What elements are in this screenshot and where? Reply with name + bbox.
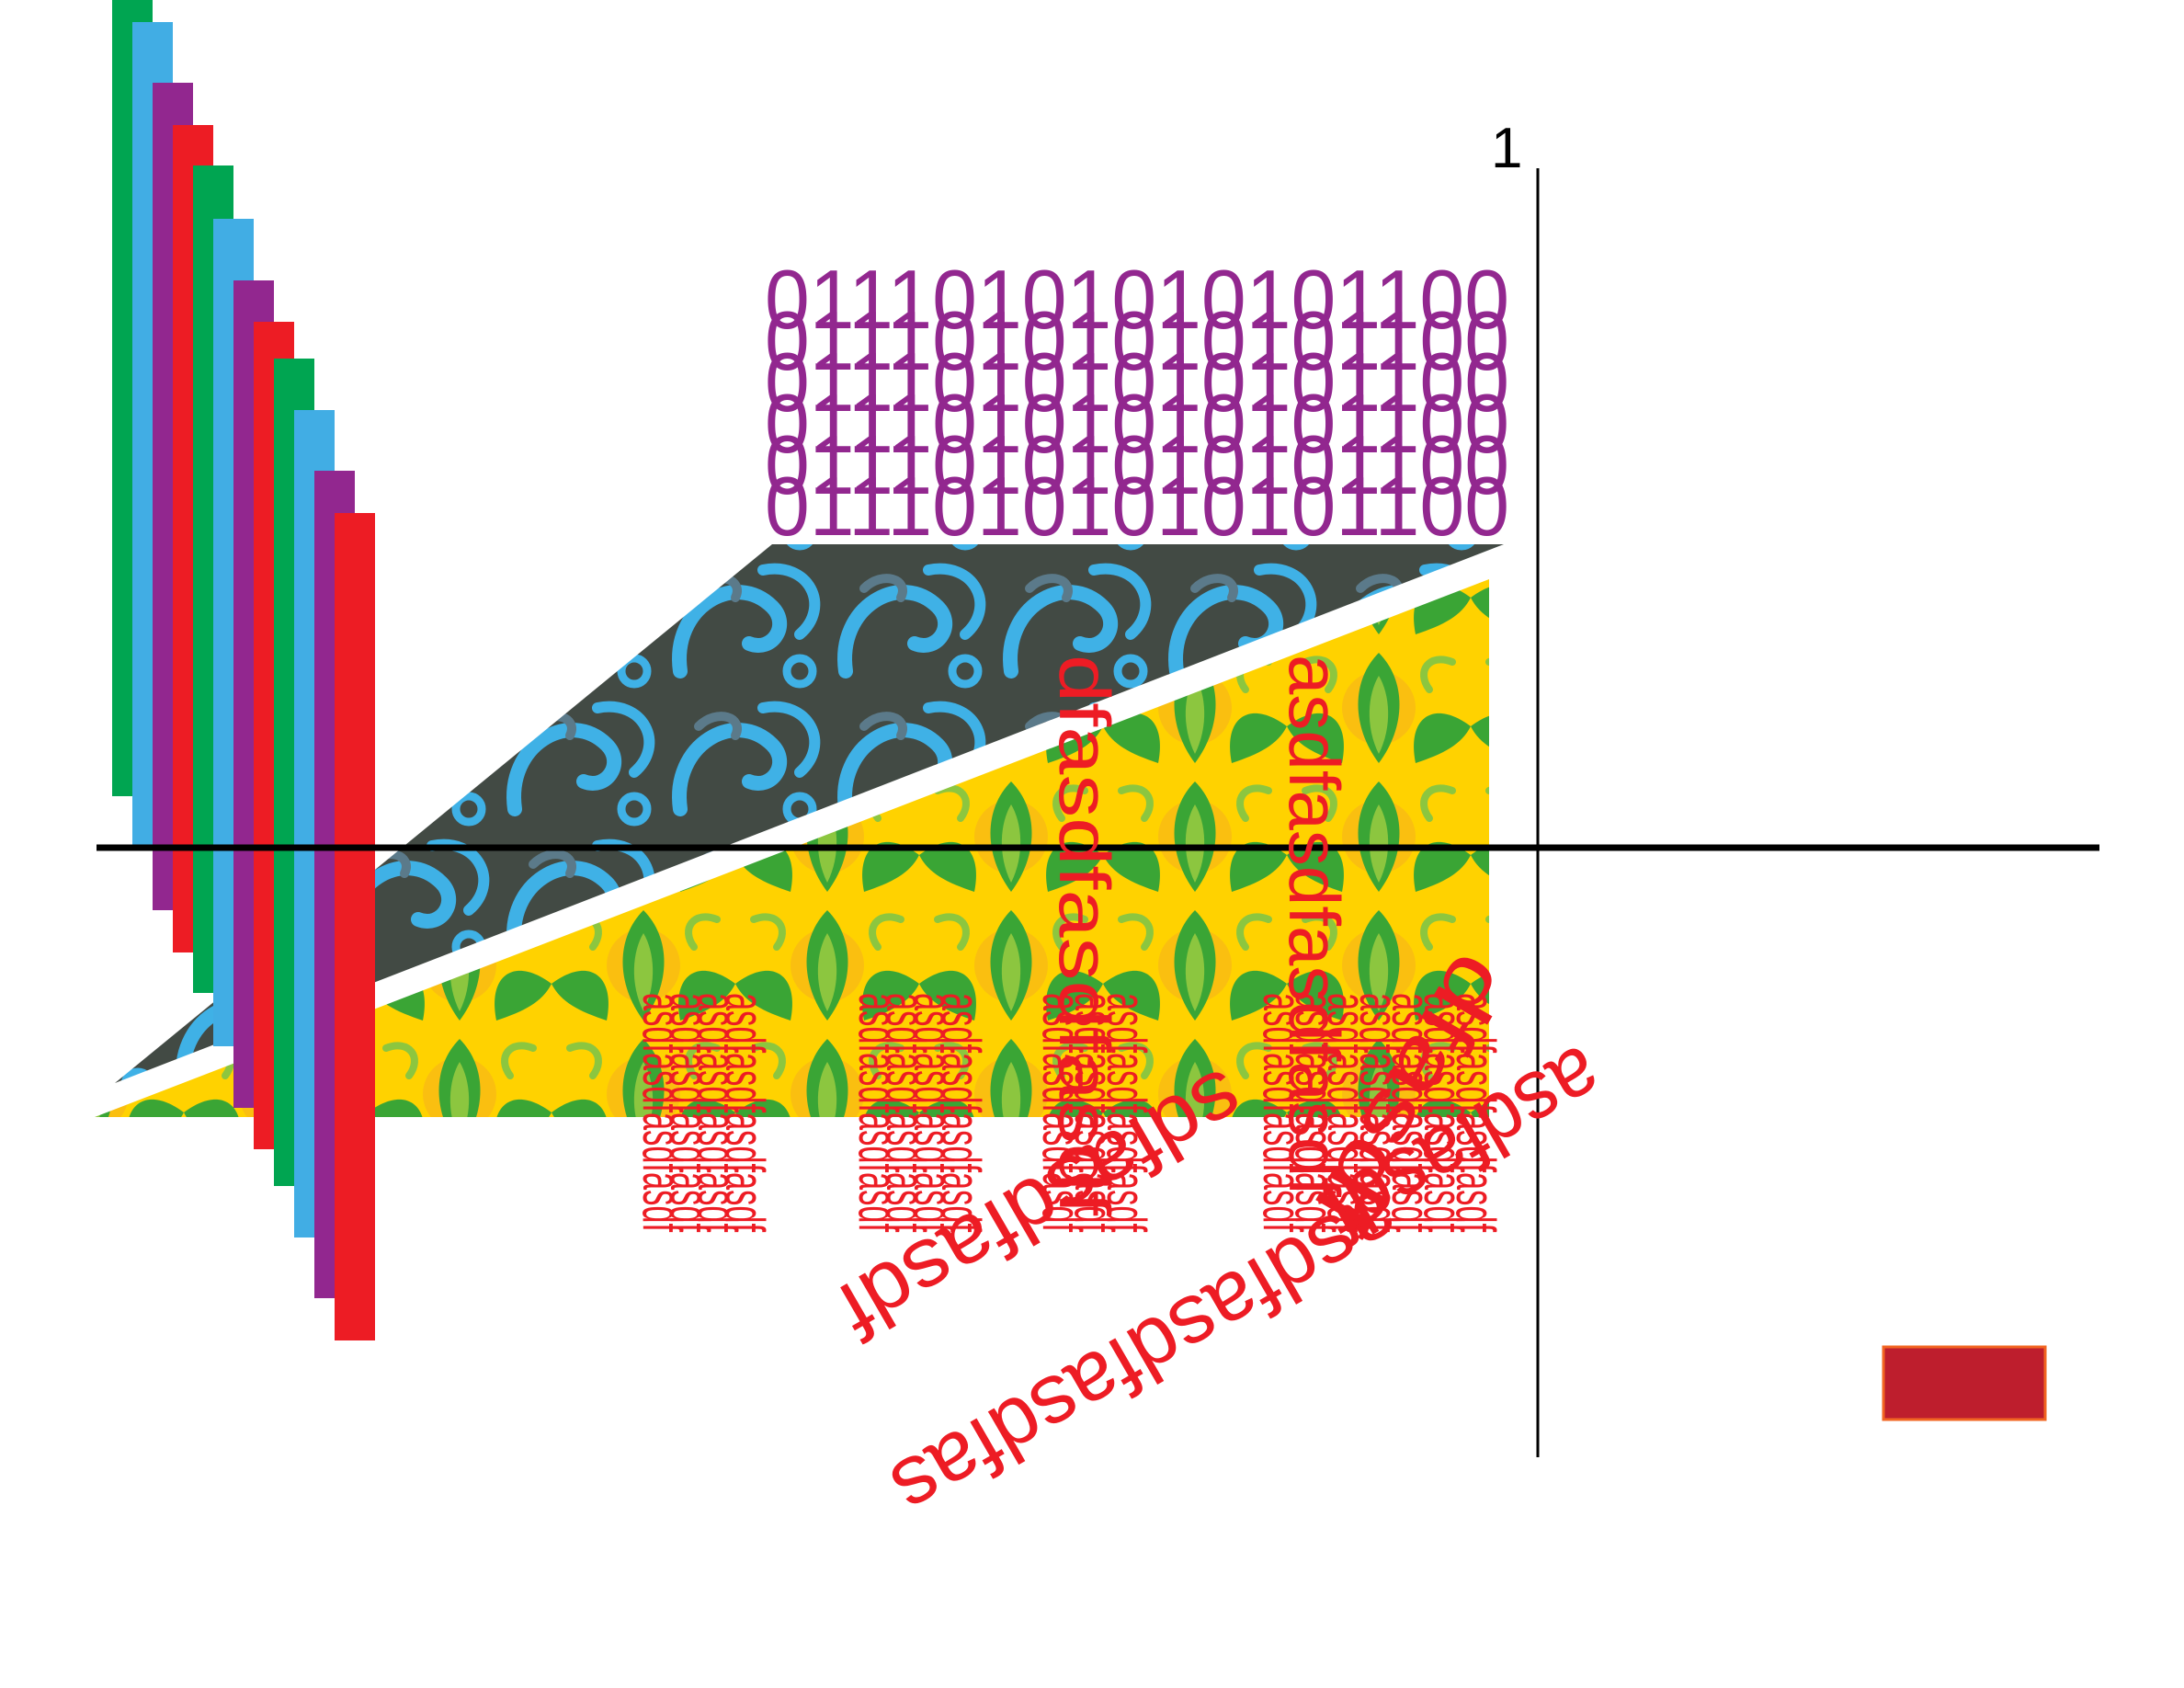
dense-col-b2: asdfasdfasdfasdf (875, 993, 937, 1232)
dense-col-c2: asdfasdfasdfasdf (1064, 993, 1125, 1232)
binary-line-4: 01110101010101100 (765, 376, 1509, 470)
binary-line-3: 01110101010101100 (765, 335, 1509, 428)
red-swatch-icon (1882, 1345, 2047, 1421)
stacked-bars (112, 0, 375, 1340)
dense-col-b4: asdfasdfasdfasdf (930, 993, 992, 1232)
axis-label: 1 (1491, 117, 1522, 180)
dense-col-d6: asdfasdfasdfasdf (1413, 993, 1474, 1232)
swirl-pattern-wedge (115, 544, 1504, 1083)
binary-line-2: 01110101010101100 (765, 293, 1509, 387)
dense-col-a4: asdfasdfasdfasdf (714, 993, 776, 1232)
dense-col-b3: asdfasdfasdfasdf (903, 993, 964, 1232)
dense-col-c1: asdfasdfasdfasdf (1031, 993, 1093, 1232)
vertical-red-words: dfasdfasdfasdf asdfasdfasdfasdf (1044, 655, 1355, 1215)
vertical-word-right: asdfasdfasdfasdf (1274, 655, 1355, 1197)
dense-col-a3: asdfasdfasdfasdf (687, 993, 748, 1232)
dense-col-a1: asdfasdfasdfasdf (631, 993, 693, 1232)
dense-col-d3: asdfasdfasdfasdf (1316, 993, 1378, 1232)
dense-col-d1: asdfasdfasdfasdf (1252, 993, 1314, 1232)
binary-line-1: 01110101010101100 (765, 252, 1509, 346)
vertical-word-left: dfasdfasdfasdf (1044, 655, 1125, 1215)
dense-col-a2: asdfasdfasdfasdf (659, 993, 721, 1232)
dense-col-b1: asdfasdfasdfasdf (847, 993, 909, 1232)
dense-col-c3: asdfasdfasdfasdf (1096, 993, 1157, 1232)
dense-col-d5: asdfasdfasdfasdf (1381, 993, 1442, 1232)
dense-col-d4: asdfasdfasdfasdf (1348, 993, 1410, 1232)
binary-line-6: 01110101010101100 (765, 459, 1509, 553)
dense-col-d7: asdfasdfasdfasdf (1445, 993, 1507, 1232)
binary-text-stack: 01110101010101100 01110101010101100 0111… (765, 252, 1509, 553)
bar-red-3 (335, 513, 375, 1340)
binary-line-5: 01110101010101100 (765, 417, 1509, 511)
dense-col-d2: asdfasdfasdfasdf (1284, 993, 1346, 1232)
dense-red-text-columns: asdfasdfasdfasdf asdfasdfasdfasdf asdfas… (631, 993, 1507, 1232)
